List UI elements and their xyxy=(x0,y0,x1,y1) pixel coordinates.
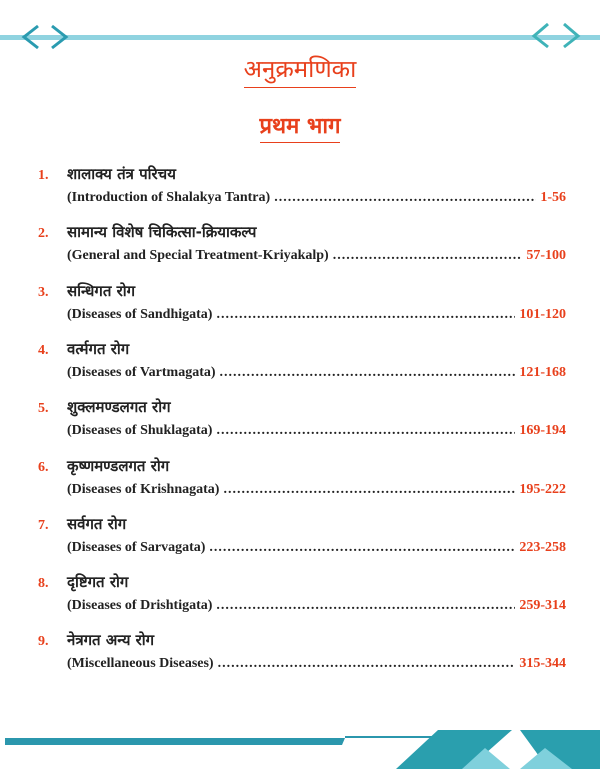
entry-number: 3. xyxy=(38,284,49,300)
dot-leader xyxy=(216,598,515,614)
dot-leader xyxy=(274,190,536,206)
entry-number: 8. xyxy=(38,576,49,592)
entry-hindi-title: नेत्रगत अन्य रोग xyxy=(67,631,155,650)
entry-hindi-title: सन्धिगत रोग xyxy=(67,281,136,300)
entry-number: 5. xyxy=(38,401,49,417)
part-title: प्रथम भाग xyxy=(0,110,600,143)
dot-leader xyxy=(220,365,516,381)
entry-number: 1. xyxy=(38,168,49,183)
entry-number: 7. xyxy=(38,517,49,533)
entry-english-title: (Diseases of Vartmagata) xyxy=(67,364,216,380)
entry-number: 2. xyxy=(38,226,49,242)
toc-entry: 5. शुक्लमण्डलगत रोग (Diseases of Shuklaga… xyxy=(38,397,566,439)
entry-english-title: (Introduction of Shalakya Tantra) xyxy=(67,190,271,205)
entry-page-range: 223-258 xyxy=(519,539,566,555)
entry-page-range: 259-314 xyxy=(519,598,566,614)
top-border-decoration xyxy=(0,22,600,50)
entry-page-range: 169-194 xyxy=(519,423,566,439)
entry-english-title: (Diseases of Sarvagata) xyxy=(67,539,206,555)
entry-hindi-title: वर्त्मगत रोग xyxy=(67,339,130,358)
entry-english-title: (Diseases of Krishnagata) xyxy=(67,481,220,497)
dot-leader xyxy=(333,248,523,264)
page-title: अनुक्रमणिका xyxy=(0,52,600,88)
entry-english-title: (Diseases of Drishtigata) xyxy=(67,598,213,614)
entry-hindi-title: शालाक्य तंत्र परिचय xyxy=(67,165,176,183)
entry-number: 6. xyxy=(38,459,49,475)
entry-english-title: (Miscellaneous Diseases) xyxy=(67,656,214,672)
right-chevrons-icon xyxy=(531,22,581,49)
toc-entry: 2. सामान्य विशेष चिकित्सा-क्रियाकल्प (Gen… xyxy=(38,222,566,264)
dot-leader xyxy=(216,423,515,439)
entry-hindi-title: सर्वगत रोग xyxy=(67,514,127,533)
entry-number: 4. xyxy=(38,342,49,358)
toc-entry: 6. कृष्णमण्डलगत रोग (Diseases of Krishnag… xyxy=(38,456,566,498)
entry-hindi-title: सामान्य विशेष चिकित्सा-क्रियाकल्प xyxy=(67,223,257,242)
toc-entry: 8. दृष्टिगत रोग (Diseases of Drishtigata)… xyxy=(38,572,566,614)
bottom-border-decoration xyxy=(5,730,600,769)
entry-english-title: (Diseases of Sandhigata) xyxy=(67,306,213,322)
entry-page-range: 101-120 xyxy=(519,306,566,322)
toc-entry: 7. सर्वगत रोग (Diseases of Sarvagata) 223-… xyxy=(38,514,566,556)
dot-leader xyxy=(223,482,515,498)
entry-page-range: 57-100 xyxy=(526,248,566,264)
toc-entry: 1. शालाक्य तंत्र परिचय (Introduction of S… xyxy=(38,164,566,206)
toc-entry: 9. नेत्रगत अन्य रोग (Miscellaneous Diseas… xyxy=(38,630,566,672)
dot-leader xyxy=(216,307,515,323)
entry-page-range: 121-168 xyxy=(519,364,566,380)
left-chevrons-icon xyxy=(21,24,69,50)
toc-entry: 4. वर्त्मगत रोग (Diseases of Vartmagata) 1… xyxy=(38,339,566,381)
entry-hindi-title: कृष्णमण्डलगत रोग xyxy=(67,456,170,475)
entry-english-title: (General and Special Treatment-Kriyakalp… xyxy=(67,248,329,264)
entry-hindi-title: दृष्टिगत रोग xyxy=(67,573,129,592)
entry-page-range: 315-344 xyxy=(519,656,566,672)
entry-page-range: 1-56 xyxy=(540,190,566,205)
toc-entry: 3. सन्धिगत रोग (Diseases of Sandhigata) 10… xyxy=(38,281,566,323)
entry-hindi-title: शुक्लमण्डलगत रोग xyxy=(67,398,171,417)
entry-page-range: 195-222 xyxy=(519,481,566,497)
dot-leader xyxy=(209,540,515,556)
entry-english-title: (Diseases of Shuklagata) xyxy=(67,423,213,439)
dot-leader xyxy=(218,656,516,672)
entry-number: 9. xyxy=(38,634,49,650)
